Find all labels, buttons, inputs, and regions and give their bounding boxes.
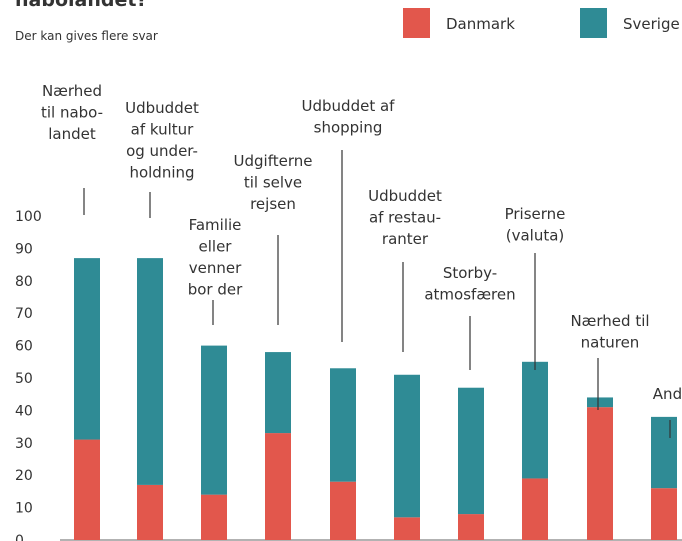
category-label-line: eller	[199, 238, 233, 256]
category-label-line: naturen	[581, 334, 640, 352]
category-label: Andet	[653, 385, 682, 403]
bar-segment	[394, 517, 420, 540]
category-label: Udbuddet af kultur og under-holdning	[125, 99, 199, 182]
y-tick-label: 90	[15, 241, 33, 257]
bar-segment	[330, 368, 356, 482]
legend-label: Danmark	[446, 15, 515, 33]
category-label: Nærhed til naturen	[570, 312, 649, 352]
y-tick-label: 100	[15, 209, 42, 225]
bar-segment	[587, 407, 613, 540]
category-label-line: og under-	[126, 142, 198, 160]
bar-segment	[458, 387, 484, 515]
category-label-line: Udbuddet	[125, 99, 199, 117]
category-label-line: til selve	[244, 174, 302, 192]
category-label: Nærhed til nabo-landet	[41, 82, 103, 143]
category-label-line: Udbuddet	[368, 187, 442, 205]
y-tick-label: 20	[15, 468, 33, 484]
bar-segment	[651, 488, 677, 540]
category-label-line: holdning	[129, 164, 194, 182]
y-tick-label: 60	[15, 339, 33, 355]
legend-swatch	[403, 8, 430, 38]
category-label: Familie eller venner bor der	[188, 216, 243, 299]
bar-segment	[587, 397, 613, 408]
category-label: Udgifterne til selve rejsen	[234, 152, 313, 213]
bar-segment	[74, 439, 100, 540]
category-label-line: Storby-	[443, 264, 497, 282]
y-tick-label: 10	[15, 501, 33, 517]
bar-segment	[394, 374, 420, 518]
category-label-line: Familie	[189, 216, 242, 234]
category-label-line: Udgifterne	[234, 152, 313, 170]
bar-segment	[522, 478, 548, 540]
bar-segment	[265, 433, 291, 540]
category-label-line: rejsen	[250, 195, 296, 213]
bar-segment	[137, 258, 163, 485]
category-label-line: (valuta)	[506, 227, 565, 245]
chart-title: nabolandet?	[15, 0, 147, 11]
bar-segment	[201, 494, 227, 540]
bar-segment	[651, 416, 677, 489]
bar-segment	[74, 258, 100, 440]
category-label-line: bor der	[188, 281, 243, 299]
legend-swatch	[580, 8, 607, 38]
bar-segment	[458, 514, 484, 540]
bar-segment	[330, 481, 356, 540]
category-label-line: til nabo-	[41, 104, 103, 122]
y-tick-label: 30	[15, 436, 33, 452]
category-label-line: landet	[48, 125, 96, 143]
bar-segment	[137, 484, 163, 540]
category-label-line: Andet	[653, 385, 682, 403]
category-label-line: Nærhed til	[570, 312, 649, 330]
category-label-line: shopping	[314, 119, 383, 137]
y-tick-label: 40	[15, 403, 33, 419]
bar-segment	[522, 361, 548, 479]
category-label: Storby-atmosfæren	[424, 264, 515, 304]
y-tick-label: 70	[15, 306, 33, 322]
category-label-line: venner	[189, 259, 242, 277]
category-label: Udbuddet af restau-ranter	[368, 187, 442, 248]
category-label: Priserne (valuta)	[505, 205, 566, 245]
category-label-line: ranter	[382, 230, 429, 248]
category-label-line: Priserne	[505, 205, 566, 223]
category-label-line: Nærhed	[42, 82, 102, 100]
category-label-line: af restau-	[369, 209, 441, 227]
bar-segment	[201, 345, 227, 495]
chart-subtitle: Der kan gives flere svar	[15, 29, 158, 43]
legend-label: Sverige	[623, 15, 680, 33]
category-label-line: Udbuddet af	[302, 97, 396, 115]
y-tick-label: 50	[15, 371, 33, 387]
y-tick-label: 0	[15, 533, 24, 541]
category-label: Udbuddet af shopping	[302, 97, 396, 137]
category-label-line: af kultur	[131, 121, 195, 139]
bar-segment	[265, 352, 291, 434]
y-tick-label: 80	[15, 274, 33, 290]
category-label-line: atmosfæren	[424, 286, 515, 304]
